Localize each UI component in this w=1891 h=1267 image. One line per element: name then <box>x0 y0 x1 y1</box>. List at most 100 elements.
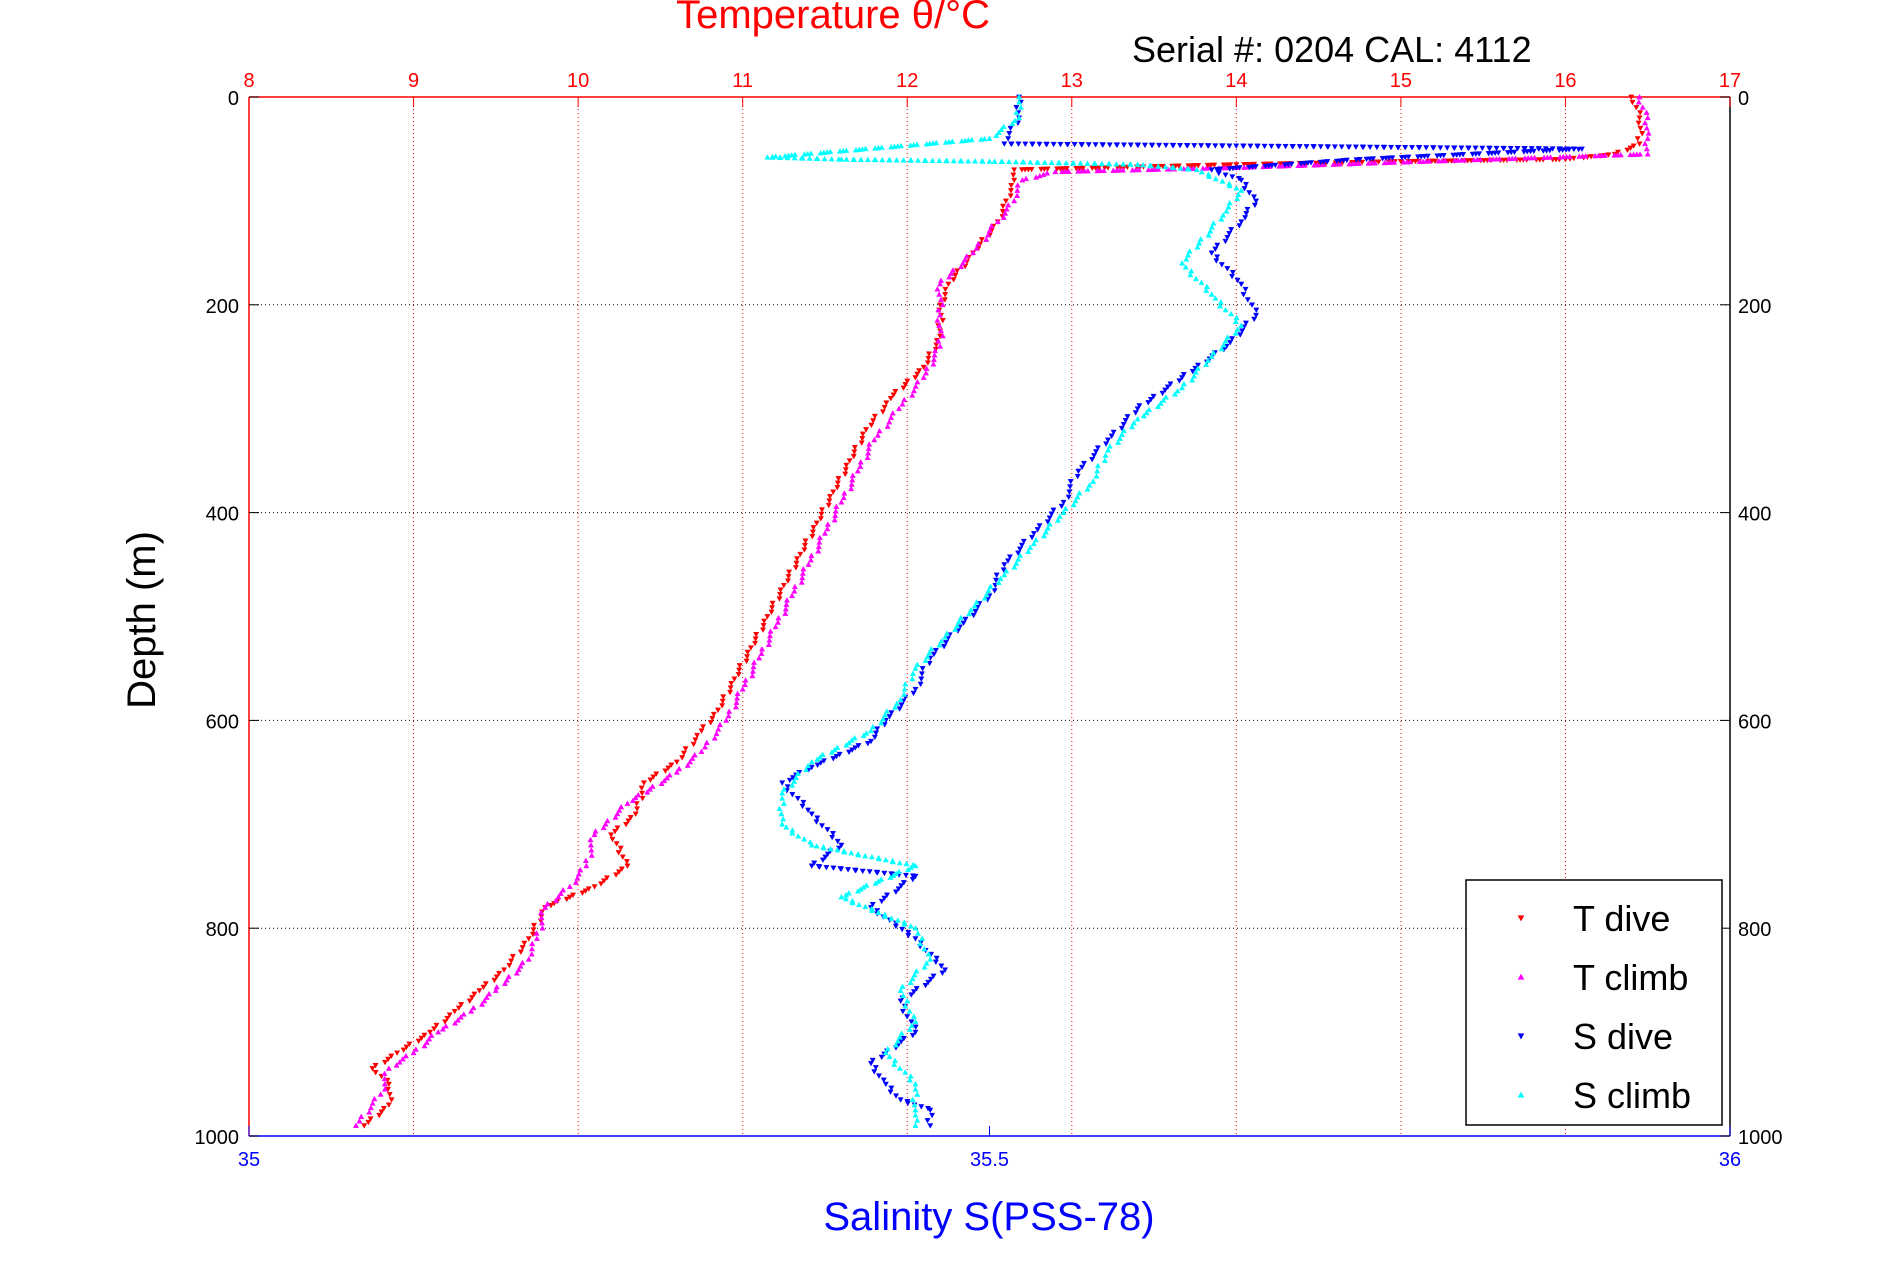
data-point <box>791 583 798 590</box>
data-point <box>1048 159 1055 166</box>
data-point <box>775 614 782 621</box>
data-point <box>1001 571 1008 578</box>
data-point <box>1576 153 1583 159</box>
data-point <box>795 833 802 839</box>
data-point <box>1120 421 1127 428</box>
data-point <box>1295 162 1302 169</box>
data-point <box>860 732 867 738</box>
data-point <box>891 1061 898 1067</box>
data-point <box>1127 161 1134 167</box>
data-point <box>1250 194 1258 200</box>
data-point <box>1185 166 1192 172</box>
data-point <box>1067 484 1074 490</box>
data-point <box>1183 256 1190 262</box>
data-point <box>1134 161 1141 167</box>
data-point <box>1207 228 1214 234</box>
data-point <box>521 940 528 947</box>
data-point <box>1056 159 1063 166</box>
data-point <box>1162 394 1170 400</box>
data-point <box>983 236 990 242</box>
data-point <box>831 746 838 753</box>
data-point <box>970 612 977 619</box>
chart-title: Temperature θ/°C <box>676 0 990 37</box>
data-point <box>709 715 716 722</box>
data-point <box>1325 144 1332 150</box>
data-point <box>802 538 809 544</box>
data-point <box>458 1002 465 1008</box>
data-point <box>1226 231 1233 237</box>
data-point <box>1346 160 1353 167</box>
data-point <box>385 1102 392 1108</box>
data-point <box>1075 468 1082 475</box>
series-s-dive <box>779 94 1585 1129</box>
data-point <box>843 462 850 469</box>
data-point <box>914 1117 921 1123</box>
data-point <box>936 291 943 297</box>
data-point <box>1048 511 1055 518</box>
data-point <box>882 1049 889 1056</box>
data-point <box>934 286 941 292</box>
data-point <box>899 401 906 407</box>
data-point <box>1034 159 1041 165</box>
data-point <box>809 534 816 540</box>
data-point <box>1233 314 1240 321</box>
data-point <box>985 231 992 238</box>
data-point <box>902 382 909 388</box>
data-point <box>864 454 871 461</box>
data-point <box>834 485 841 491</box>
data-point <box>824 525 831 532</box>
data-point <box>1222 238 1229 245</box>
data-point <box>868 907 876 913</box>
data-point <box>400 1047 407 1054</box>
data-point <box>925 355 932 362</box>
data-point <box>768 609 775 616</box>
data-point <box>838 842 845 849</box>
data-point <box>1060 509 1067 515</box>
data-point <box>834 480 841 487</box>
data-point <box>881 895 888 902</box>
data-point <box>851 449 858 455</box>
data-point <box>1155 403 1162 409</box>
data-point <box>1007 193 1014 199</box>
data-point <box>878 876 885 882</box>
data-point <box>744 649 751 656</box>
data-point <box>1020 159 1027 165</box>
data-point <box>469 995 476 1001</box>
data-point <box>1054 517 1061 523</box>
data-point <box>886 418 893 425</box>
data-point <box>1226 199 1233 206</box>
data-point <box>1222 306 1229 313</box>
data-point <box>1094 467 1101 474</box>
data-point <box>665 765 672 772</box>
data-point <box>818 511 825 518</box>
data-point <box>923 960 930 966</box>
data-point <box>1540 148 1547 154</box>
data-point <box>898 1030 905 1036</box>
data-point <box>493 983 500 990</box>
data-point <box>1226 166 1233 172</box>
data-point <box>908 992 915 998</box>
data-point <box>950 157 957 164</box>
data-point <box>1013 105 1020 111</box>
data-point <box>896 859 903 866</box>
data-point <box>598 881 605 887</box>
data-point <box>884 423 891 429</box>
data-point <box>1575 146 1582 153</box>
data-point <box>661 777 668 784</box>
data-point <box>555 893 562 900</box>
data-point <box>1520 149 1528 155</box>
data-point <box>1254 143 1261 150</box>
data-point <box>1170 142 1177 149</box>
data-point <box>1229 273 1236 280</box>
data-point <box>439 1026 446 1032</box>
data-point <box>936 322 943 328</box>
data-point <box>910 387 918 394</box>
data-point <box>904 378 911 385</box>
data-point <box>1196 240 1203 246</box>
data-point <box>1079 464 1086 471</box>
data-point <box>617 845 624 852</box>
data-point <box>869 1057 876 1064</box>
data-point <box>927 1107 934 1114</box>
data-point <box>393 1062 400 1068</box>
data-point <box>886 156 893 163</box>
